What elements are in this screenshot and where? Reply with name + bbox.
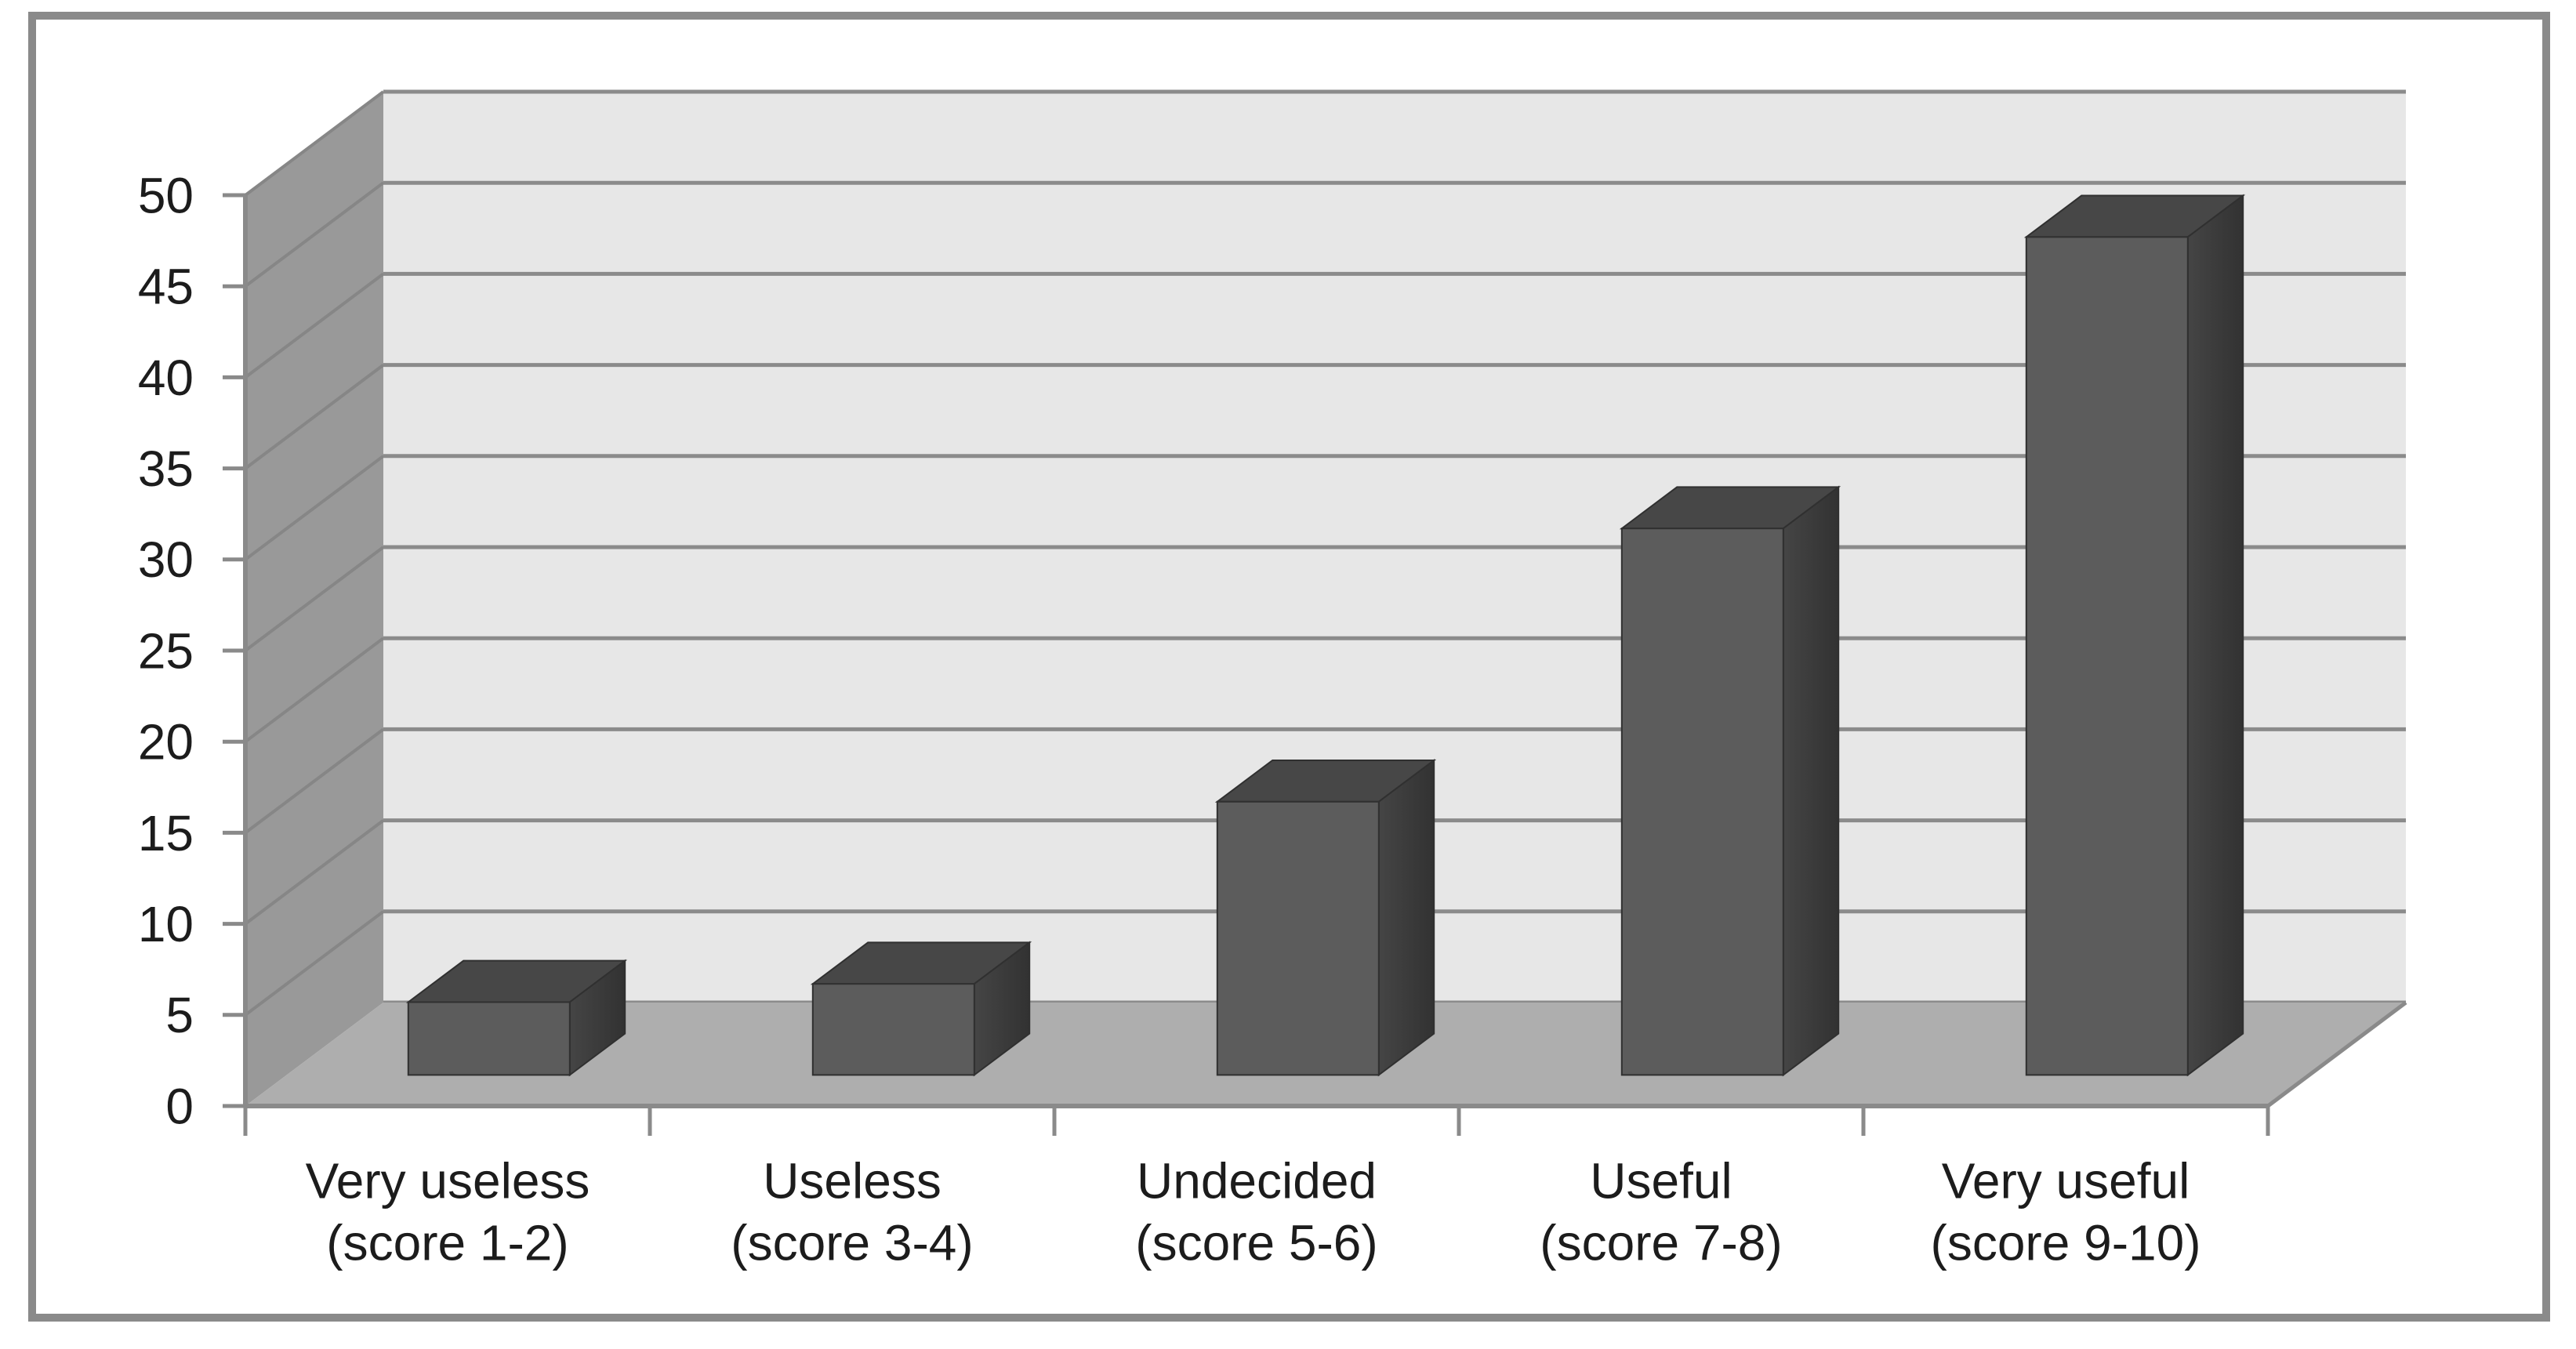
side-wall [244, 90, 385, 1106]
y-tick-label: 35 [138, 441, 194, 497]
category-label-line: (score 5-6) [1135, 1214, 1377, 1271]
category-label-line: (score 9-10) [1931, 1214, 2201, 1271]
y-tick-label: 0 [165, 1078, 194, 1134]
category-label-line: Very useful [1942, 1152, 2190, 1209]
y-tick-label: 40 [138, 350, 194, 406]
bar [405, 959, 628, 1077]
y-tick-label: 25 [138, 622, 194, 679]
y-tick-label: 50 [138, 167, 194, 223]
y-axis [223, 193, 248, 1108]
y-tick-label: 30 [138, 531, 194, 588]
category-label-line: (score 1-2) [326, 1214, 568, 1271]
category-label-line: (score 3-4) [731, 1214, 973, 1271]
category-label-line: Useless [763, 1152, 942, 1209]
y-tick-label: 5 [165, 987, 194, 1043]
category-label: Undecided(score 5-6) [1135, 1152, 1377, 1271]
category-label-line: (score 7-8) [1540, 1214, 1782, 1271]
category-label: Very useful(score 9-10) [1931, 1152, 2201, 1271]
chart-frame [28, 12, 2550, 1322]
bar [1214, 758, 1437, 1077]
category-label-line: Useful [1590, 1152, 1732, 1209]
y-tick-label: 15 [138, 805, 194, 861]
category-label-line: Very useless [306, 1152, 590, 1209]
bar [1619, 485, 1841, 1077]
bar [2023, 194, 2246, 1077]
y-tick-label: 20 [138, 714, 194, 771]
y-tick-label: 45 [138, 259, 194, 315]
bar [810, 941, 1032, 1077]
y-tick-label: 10 [138, 896, 194, 952]
y-axis-labels: 0 5 10 15 20 25 30 35 40 45 50 [138, 167, 194, 1134]
category-label-line: Undecided [1137, 1152, 1377, 1209]
x-axis [243, 1104, 2270, 1136]
category-label: Very useless(score 1-2) [306, 1152, 590, 1271]
category-labels: Very useless(score 1-2) Useless(score 3-4… [306, 1152, 2201, 1271]
category-label: Useless(score 3-4) [731, 1152, 973, 1271]
category-label: Useful(score 7-8) [1540, 1152, 1782, 1271]
